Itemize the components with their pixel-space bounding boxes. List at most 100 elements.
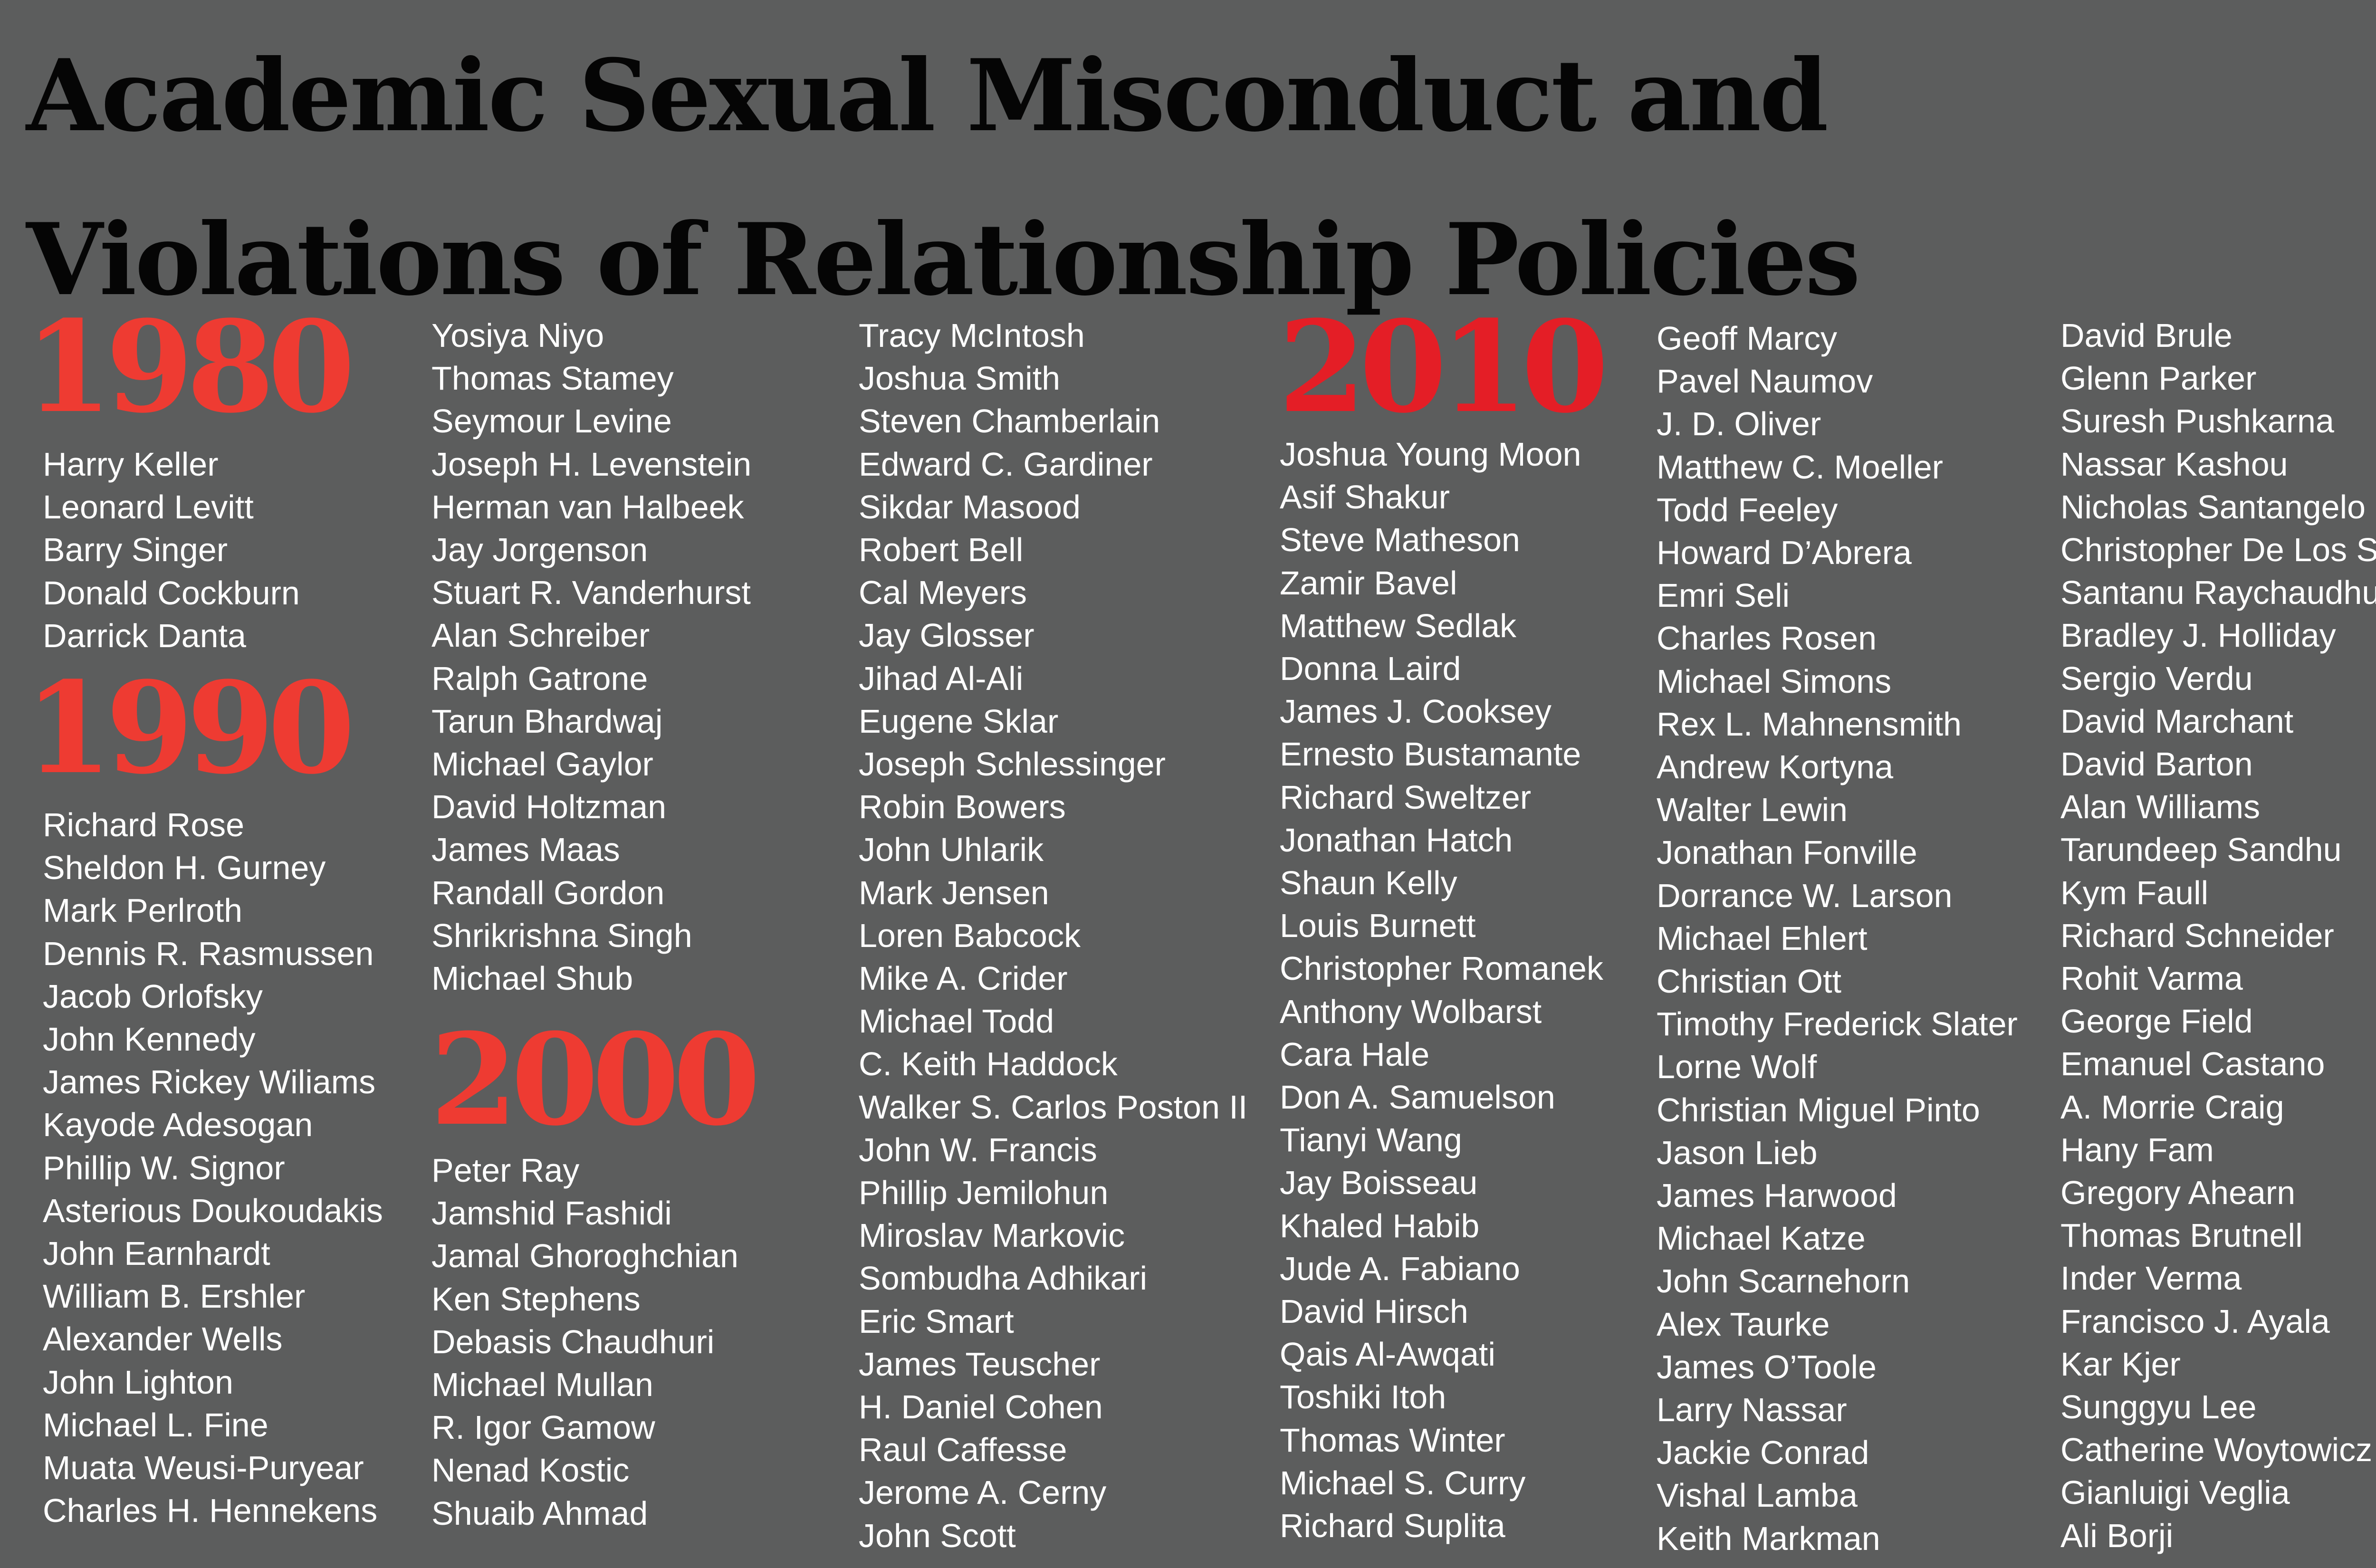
name-item: Christian Miguel Pinto xyxy=(1657,1091,1980,1128)
name-item: David Brule xyxy=(2060,317,2232,354)
name-item: Suresh Pushkarna xyxy=(2060,402,2334,440)
name-item: Francisco J. Ayala xyxy=(2060,1302,2330,1340)
name-item: Tarundeep Sandhu xyxy=(2060,831,2342,869)
name-item: Khaled Habib xyxy=(1280,1207,1480,1244)
names-list-2010-part2: Geoff Marcy Pavel Naumov J. D. Oliver Matth… xyxy=(1657,317,2018,1560)
name-item: Don A. Samuelson xyxy=(1280,1079,1555,1116)
name-item: Joseph H. Levenstein xyxy=(431,445,752,483)
name-item: Joshua Young Moon xyxy=(1280,436,1581,473)
name-item: Keith Markman xyxy=(1657,1520,1880,1557)
name-item: Anthony Wolbarst xyxy=(1280,993,1542,1030)
name-item: Darrick Danta xyxy=(43,617,246,654)
name-item: Herman van Halbeek xyxy=(431,488,744,526)
name-item: Sheldon H. Gurney xyxy=(43,849,326,887)
name-item: Yosiya Niyo xyxy=(431,317,604,354)
name-item: John Lighton xyxy=(43,1363,233,1401)
name-item: Richard Sweltzer xyxy=(1280,778,1532,816)
name-item: Jonathan Hatch xyxy=(1280,821,1513,859)
name-item: J. D. Oliver xyxy=(1657,405,1821,443)
name-item: C. Keith Haddock xyxy=(859,1045,1118,1083)
names-list-1990-part2: Yosiya Niyo Thomas Stamey Seymour Levine Jo… xyxy=(431,314,751,1000)
name-item: Asterious Doukoudakis xyxy=(43,1192,383,1229)
name-item: Mike A. Crider xyxy=(859,960,1068,997)
name-item: Tianyi Wang xyxy=(1280,1121,1462,1159)
name-item: Muata Weusi-Puryear xyxy=(43,1449,364,1487)
name-item: Alexander Wells xyxy=(43,1320,283,1358)
title-line-2: Violations of Relationship Policies xyxy=(26,202,1860,318)
name-item: Jason Lieb xyxy=(1657,1134,1818,1171)
name-item: Michael L. Fine xyxy=(43,1406,268,1444)
name-item: Michael Mullan xyxy=(431,1366,653,1404)
name-item: Larry Nassar xyxy=(1657,1391,1847,1429)
name-item: Kar Kjer xyxy=(2060,1345,2181,1383)
name-item: H. Daniel Cohen xyxy=(859,1388,1103,1426)
name-item: Richard Schneider xyxy=(2060,917,2334,954)
name-item: Louis Burnett xyxy=(1280,907,1476,945)
name-item: Stuart R. Vanderhurst xyxy=(431,574,751,612)
name-item: James Harwood xyxy=(1657,1177,1897,1214)
names-list-2010-part3: David Brule Glenn Parker Suresh Pushkarna N… xyxy=(2060,314,2376,1557)
name-item: James Teuscher xyxy=(859,1345,1101,1383)
name-item: Christopher Romanek xyxy=(1280,950,1603,987)
name-item: Christopher De Los Santos xyxy=(2060,531,2376,569)
name-item: Matthew Sedlak xyxy=(1280,607,1517,644)
name-item: Walker S. Carlos Poston II xyxy=(859,1088,1248,1126)
name-item: Michael S. Curry xyxy=(1280,1464,1526,1501)
name-item: John Kennedy xyxy=(43,1021,256,1058)
name-item: John Scarnehorn xyxy=(1657,1262,1910,1300)
name-item: Todd Feeley xyxy=(1657,491,1838,528)
name-item: Cara Hale xyxy=(1280,1035,1430,1073)
name-item: Michael Todd xyxy=(859,1003,1054,1040)
name-item: Sunggyu Lee xyxy=(2060,1388,2257,1426)
name-item: Gregory Ahearn xyxy=(2060,1174,2296,1212)
name-item: James Maas xyxy=(431,831,620,869)
name-item: Qais Al-Awqati xyxy=(1280,1336,1495,1373)
name-item: Alan Williams xyxy=(2060,788,2261,826)
names-list-1980: Harry Keller Leonard Levitt Barry Singer Do… xyxy=(43,443,300,657)
name-item: Michael Gaylor xyxy=(431,746,653,783)
name-item: Phillip W. Signor xyxy=(43,1149,285,1186)
name-item: Harry Keller xyxy=(43,446,219,483)
name-item: Miroslav Markovic xyxy=(859,1217,1125,1254)
name-item: Edward C. Gardiner xyxy=(859,445,1153,483)
name-item: Randall Gordon xyxy=(431,874,665,911)
name-item: James Rickey Wiliams xyxy=(43,1063,376,1101)
name-item: Shaun Kelly xyxy=(1280,864,1457,902)
name-item: Loren Babcock xyxy=(859,917,1081,954)
name-item: Dennis R. Rasmussen xyxy=(43,935,374,972)
name-item: James J. Cooksey xyxy=(1280,693,1552,730)
name-item: Michael Katze xyxy=(1657,1220,1866,1257)
name-item: Cal Meyers xyxy=(859,574,1027,612)
name-item: Walter Lewin xyxy=(1657,791,1848,829)
name-item: Bradley J. Holliday xyxy=(2060,617,2336,654)
name-item: Andrew Kortyna xyxy=(1657,748,1894,786)
name-item: Eugene Sklar xyxy=(859,702,1059,740)
name-item: Michael Simons xyxy=(1657,662,1892,700)
name-item: Raul Caffesse xyxy=(859,1431,1067,1469)
year-heading-1990: 1990 xyxy=(25,654,355,802)
name-item: Jamal Ghoroghchian xyxy=(431,1237,738,1275)
name-item: Shrikrishna Singh xyxy=(431,917,692,954)
name-item: Shuaib Ahmad xyxy=(431,1494,648,1532)
name-item: Michael Shub xyxy=(431,960,633,997)
year-heading-2000: 2000 xyxy=(430,1006,761,1154)
name-item: Jacob Orlofsky xyxy=(43,977,263,1015)
name-item: Howard D’Abrera xyxy=(1657,534,1912,572)
name-item: Robin Bowers xyxy=(859,788,1066,826)
name-item: Nassar Kashou xyxy=(2060,445,2288,483)
name-item: Ernesto Bustamante xyxy=(1280,736,1581,773)
name-item: Sombudha Adhikari xyxy=(859,1260,1148,1297)
name-item: Hany Fam xyxy=(2060,1131,2214,1168)
name-item: Kayode Adesogan xyxy=(43,1106,313,1144)
name-item: Timothy Frederick Slater xyxy=(1657,1005,2018,1043)
name-item: Thomas Brutnell xyxy=(2060,1217,2303,1254)
name-item: Rex L. Mahnensmith xyxy=(1657,705,1962,743)
name-item: John Earnhardt xyxy=(43,1235,270,1272)
name-item: Jonathan Fonville xyxy=(1657,834,1917,871)
page-title: Academic Sexual Misconduct and Violation… xyxy=(26,14,1860,342)
title-line-1: Academic Sexual Misconduct and xyxy=(26,38,1829,154)
name-item: Seymour Levine xyxy=(431,402,672,440)
name-item: Richard Suplita xyxy=(1280,1507,1505,1545)
name-item: Jamshid Fashidi xyxy=(431,1195,672,1232)
name-item: Peter Ray xyxy=(431,1152,580,1189)
